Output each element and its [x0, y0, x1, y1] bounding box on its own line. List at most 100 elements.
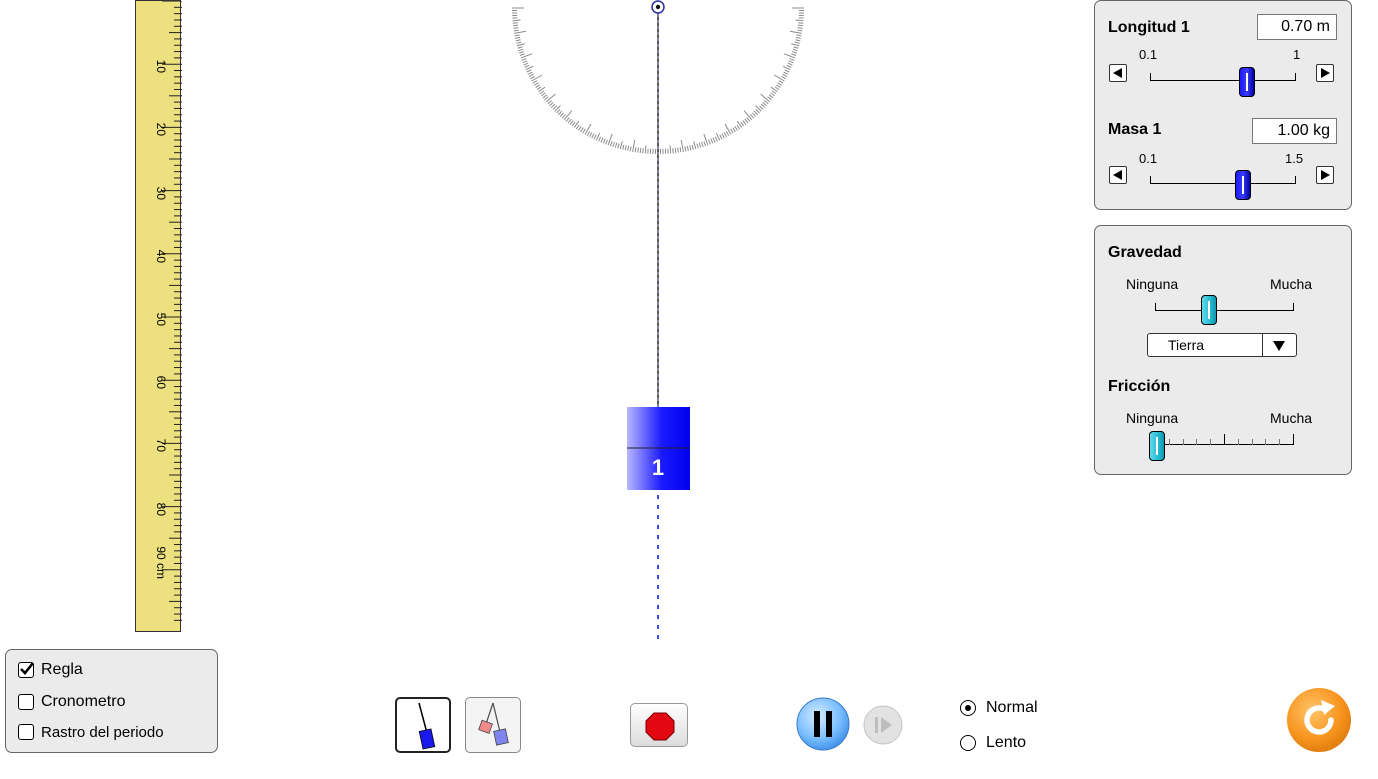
- protractor-tick: [523, 62, 529, 66]
- length-tick-min: [1150, 73, 1151, 81]
- protractor-tick: [514, 34, 520, 37]
- protractor-tick: [679, 147, 682, 153]
- gravity-tick-max: [1293, 303, 1294, 311]
- reset-icon: [1287, 688, 1351, 752]
- protractor-tick: [792, 48, 798, 52]
- ruler-checkbox[interactable]: [18, 662, 35, 678]
- protractor-tick: [512, 19, 521, 22]
- protractor-tick: [544, 96, 549, 101]
- protractor-tick: [744, 118, 749, 124]
- gravity-slider-thumb[interactable]: [1200, 295, 1217, 325]
- length-slider-thumb[interactable]: [1239, 67, 1256, 97]
- protractor-tick: [793, 46, 799, 49]
- protractor-tick: [788, 60, 794, 64]
- protractor-tick: [528, 73, 534, 77]
- protractor-tick: [787, 62, 793, 66]
- protractor-tick: [571, 121, 576, 127]
- length-decrease-button[interactable]: [1109, 64, 1127, 82]
- protractor-tick: [771, 90, 777, 95]
- protractor-tick: [797, 27, 803, 29]
- protractor-tick: [595, 132, 601, 141]
- two-pendulums-button[interactable]: [465, 697, 521, 753]
- protractor-tick: [791, 43, 800, 47]
- gravity-high-label: Mucha: [1270, 276, 1313, 292]
- trace-checkbox[interactable]: [18, 724, 34, 740]
- mass-slider-track[interactable]: [1150, 183, 1295, 184]
- protractor-tick: [789, 58, 795, 61]
- arrow-left-icon: [1113, 170, 1122, 180]
- normal-speed-label: Normal: [986, 699, 1038, 716]
- step-forward-button[interactable]: [863, 705, 903, 745]
- protractor-tick: [591, 133, 595, 139]
- protractor-tick: [539, 90, 545, 95]
- stopwatch-checkbox[interactable]: [18, 694, 34, 710]
- one-pendulum-button[interactable]: [395, 697, 451, 753]
- ruler-label: 50: [154, 312, 168, 326]
- friction-tick: [1168, 439, 1170, 445]
- protractor-tick: [524, 64, 530, 68]
- protractor-tick: [516, 41, 522, 44]
- mass-increase-button[interactable]: [1316, 166, 1334, 184]
- friction-high-label: Mucha: [1270, 410, 1313, 426]
- protractor-tick: [746, 117, 751, 122]
- friction-tick: [1251, 439, 1253, 445]
- protractor-tick: [723, 132, 727, 138]
- length-slider-track[interactable]: [1150, 80, 1295, 81]
- normal-speed-radio[interactable]: [960, 700, 976, 716]
- friction-slider-thumb[interactable]: [1149, 431, 1165, 461]
- protractor-tick: [541, 92, 546, 97]
- mass-max-label: 1.5: [1285, 151, 1304, 166]
- protractor-tick: [736, 120, 743, 128]
- length-value-field[interactable]: 0.70 m: [1257, 14, 1337, 40]
- gravity-slider-track[interactable]: [1155, 310, 1293, 311]
- protractor-tick: [513, 27, 519, 29]
- ruler-label: 10: [154, 59, 168, 74]
- protractor-tick: [751, 112, 757, 117]
- reset-button[interactable]: [1286, 687, 1352, 753]
- length-mass-panel: Longitud 1 0.70 m 0.1 1 Masa 1 1.00 kg 0…: [1094, 0, 1352, 210]
- planet-select[interactable]: Tierra: [1147, 333, 1297, 357]
- protractor-tick: [725, 131, 730, 136]
- mass-value-field[interactable]: 1.00 kg: [1252, 118, 1337, 144]
- protractor-tick: [513, 29, 519, 32]
- protractor-tick: [753, 110, 758, 116]
- pause-button[interactable]: [796, 697, 850, 751]
- protractor-tick: [536, 86, 542, 91]
- protractor-tick: [634, 147, 637, 153]
- mass-decrease-button[interactable]: [1109, 166, 1127, 184]
- protractor-tick: [632, 139, 636, 152]
- protractor-tick: [565, 117, 570, 122]
- protractor-tick: [637, 147, 639, 153]
- protractor-tick: [795, 19, 804, 22]
- protractor-tick: [680, 139, 684, 152]
- slow-speed-radio[interactable]: [960, 735, 976, 751]
- protractor-tick: [521, 58, 527, 61]
- ruler-label: 20: [154, 123, 168, 137]
- protractor-tick: [515, 36, 521, 39]
- mass-tick-max: [1295, 176, 1296, 184]
- ruler-label: 60: [154, 375, 168, 390]
- stop-button[interactable]: [630, 703, 688, 747]
- gravity-label: Gravedad: [1108, 244, 1182, 261]
- pendulum-mass[interactable]: [627, 407, 690, 490]
- length-increase-button[interactable]: [1316, 64, 1334, 82]
- protractor-tick: [526, 69, 532, 73]
- protractor-tick: [783, 71, 789, 75]
- trace-checkbox-label: Rastro del periodo: [41, 724, 164, 741]
- ruler-label: 90 cm: [154, 546, 168, 579]
- protractor-tick: [547, 100, 552, 105]
- protractor-tick: [760, 103, 766, 108]
- protractor-tick: [563, 110, 573, 121]
- protractor-tick: [767, 96, 772, 101]
- protractor-tick: [550, 103, 556, 108]
- mass-slider-thumb[interactable]: [1234, 170, 1251, 200]
- protractor-tick: [554, 105, 561, 112]
- protractor-tick: [732, 127, 736, 133]
- ruler[interactable]: [135, 0, 182, 632]
- protractor-tick: [556, 109, 561, 114]
- protractor-tick: [582, 128, 586, 134]
- protractor-tick: [759, 105, 764, 110]
- protractor-tick: [734, 125, 738, 131]
- double-pendulum-icon: [478, 702, 509, 746]
- protractor-tick: [580, 127, 584, 133]
